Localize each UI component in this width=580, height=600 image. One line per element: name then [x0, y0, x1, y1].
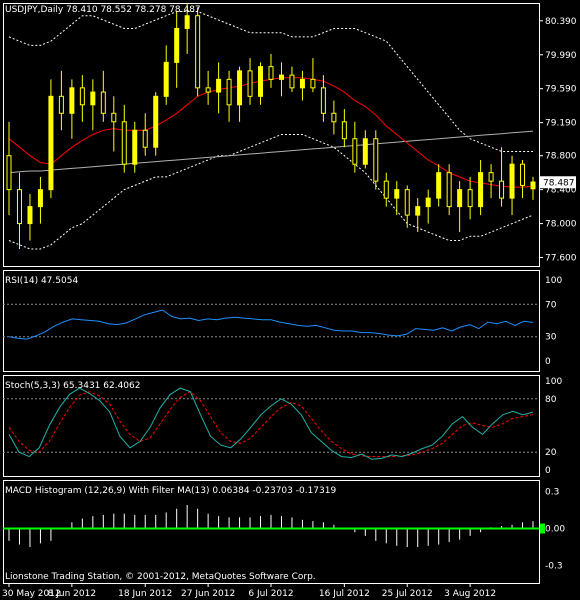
main-ytick-label-5: 78.400: [545, 186, 577, 196]
rsi-line: [8, 309, 534, 340]
candle-body: [163, 61, 169, 97]
candle-body: [195, 15, 201, 89]
candle-body: [27, 206, 33, 225]
candle-body: [58, 95, 64, 114]
candle-body: [132, 129, 138, 165]
candle-body: [373, 138, 379, 182]
candle-body: [258, 66, 264, 97]
candle-body: [153, 95, 159, 148]
candle-body: [48, 95, 54, 191]
x-tick-label-5: 16 Jul 2012: [319, 589, 370, 599]
rsi-ytick-label-2: 30: [545, 333, 557, 343]
candle-body: [488, 172, 494, 182]
candle-body: [205, 87, 211, 93]
main-ytick-label-1: 79.990: [545, 51, 577, 61]
x-tick-label-7: 3 Aug 2012: [444, 589, 496, 599]
macd-header: MACD Histogram (12,26,9) With Filter MA(…: [5, 486, 336, 496]
candle-body: [446, 172, 452, 208]
candle-body: [247, 70, 253, 97]
bollinger-upper-line: [8, 11, 533, 152]
rsi-header: RSI(14) 47.5054: [5, 276, 78, 286]
main-ytick-label-4: 78.800: [545, 152, 577, 162]
candle-body: [174, 27, 180, 63]
candle-body: [520, 163, 526, 186]
candle-body: [436, 172, 442, 199]
candle-body: [237, 70, 243, 106]
candle-body: [16, 189, 22, 225]
macd-ytick-label-1: 0.00: [545, 525, 565, 535]
red-ma-line: [8, 77, 534, 188]
candle-body: [69, 87, 75, 114]
stoch-pane-frame: [3, 375, 540, 477]
main-ytick-label-0: 80.390: [545, 17, 577, 27]
candle-body: [509, 163, 515, 199]
candle-body: [6, 155, 12, 191]
rsi-ytick-label-0: 100: [545, 276, 562, 286]
candle-body: [142, 129, 148, 148]
stoch-signal-line: [8, 391, 534, 458]
main-header: USDJPY,Daily 78.410 78.552 78.278 78.487: [5, 5, 201, 15]
x-tick-label-0: 30 May 2012: [2, 589, 61, 599]
macd-zero-marker: [540, 523, 545, 534]
candle-body: [404, 189, 410, 216]
x-tick-label-6: 25 Jul 2012: [382, 589, 433, 599]
candle-body: [216, 78, 222, 93]
candle-body: [184, 15, 190, 29]
main-pane-frame: [3, 3, 540, 267]
stoch-main-line: [8, 387, 534, 460]
candle-body: [341, 121, 347, 140]
candle-body: [425, 197, 431, 208]
macd-ytick-label-0: 0.3: [545, 487, 559, 497]
panes: 80.390 79.990 79.590 79.190 78.800 78.400 78.0…: [2, 3, 577, 599]
candle-body: [289, 74, 295, 89]
candle-body: [394, 189, 400, 199]
candle-body: [415, 206, 421, 216]
stoch-ytick-label-3: 0: [545, 466, 551, 476]
candle-body: [226, 78, 232, 106]
candle-body: [499, 180, 505, 199]
last-price-label: 78.487: [543, 178, 575, 188]
rsi-ytick-label-1: 70: [545, 300, 557, 310]
candle-body: [467, 189, 473, 208]
copyright: Lionstone Trading Station, © 2001-2012, …: [5, 572, 316, 582]
x-tick-label-1: 8 Jun 2012: [48, 589, 96, 599]
candle-body: [278, 74, 284, 80]
candle-body: [457, 189, 463, 208]
candle-body: [331, 112, 337, 123]
candle-body: [111, 112, 117, 123]
candle-body: [362, 138, 368, 165]
stoch-ytick-label-0: 100: [545, 377, 562, 387]
rsi-ytick-label-3: 0: [545, 357, 551, 367]
candle-body: [530, 181, 536, 190]
last-price-box: [540, 176, 576, 189]
rsi-pane-frame: [3, 270, 540, 372]
candle-body: [90, 91, 96, 106]
main-ytick-label-6: 78.000: [545, 220, 577, 230]
candle-body: [310, 78, 316, 89]
bollinger-lower-line: [8, 134, 534, 250]
stoch-header: Stoch(5,3,3) 65.3431 62.4062: [5, 381, 140, 391]
main-ytick-label-7: 77.600: [545, 254, 577, 264]
candle-body: [79, 87, 85, 106]
x-tick-label-4: 6 Jul 2012: [248, 589, 293, 599]
candle-body: [478, 172, 484, 208]
candle-body: [268, 66, 274, 80]
candle-body: [37, 189, 43, 208]
candle-body: [320, 87, 326, 114]
candle-body: [299, 78, 305, 89]
candle-body: [383, 180, 389, 199]
x-tick-label-2: 18 Jun 2012: [118, 589, 172, 599]
main-ytick-label-2: 79.590: [545, 85, 577, 95]
stoch-ytick-label-1: 80: [545, 395, 557, 405]
long-ma-line: [8, 130, 534, 174]
stoch-ytick-label-2: 20: [545, 448, 557, 458]
macd-ytick-label-2: -0.3: [545, 562, 563, 572]
candle-body: [352, 138, 358, 165]
candle-body: [100, 91, 106, 114]
candle-body: [121, 121, 127, 165]
x-tick-label-3: 27 Jun 2012: [181, 589, 235, 599]
main-ytick-label-3: 79.190: [545, 119, 577, 129]
